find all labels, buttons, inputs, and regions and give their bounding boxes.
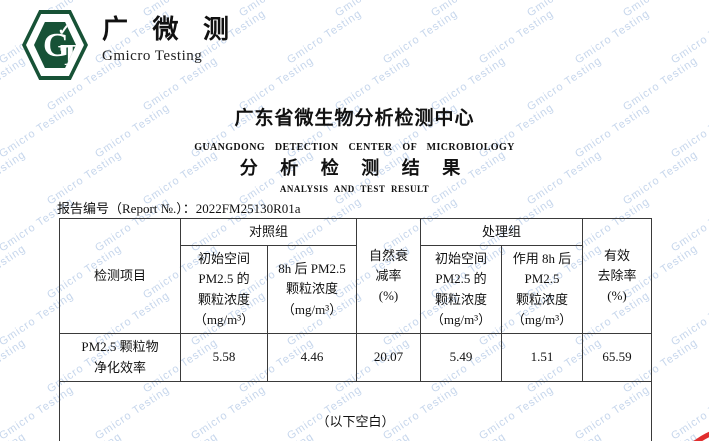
logo-hexagon-core: G T ✓ — [34, 22, 76, 68]
logo-letter-g: G — [43, 27, 70, 64]
logo-name-cn: 广 微 测 — [102, 15, 239, 44]
cell-control-initial: 5.58 — [180, 333, 268, 382]
row-label-line: 净化效率 — [93, 359, 146, 375]
blank-note: （以下空白） — [59, 381, 652, 441]
header-line: （mg/m³） — [281, 301, 343, 317]
header-item-col: 检测项目 — [59, 218, 181, 334]
header-line: （mg/m³） — [430, 311, 492, 327]
header-line: 颗粒浓度 — [515, 291, 568, 307]
header-line: （mg/m³） — [193, 311, 255, 327]
header-removal-rate: 有效 去除率 (%) — [582, 218, 652, 334]
logo-text-block: 广 微 测 Gmicro Testing — [102, 10, 238, 65]
header-line: 减率 — [375, 267, 402, 283]
header-treatment-group: 处理组 — [420, 218, 583, 246]
table-group-header-row: 检测项目 对照组 自然衰 减率 (%) 处理组 有效 去除率 (%) — [59, 218, 652, 334]
table-row: PM2.5 颗粒物 净化效率 5.58 4.46 20.07 5.49 1.51… — [59, 333, 652, 382]
header-line: 作用 8h 后 — [512, 251, 572, 267]
header-line: 颗粒浓度 — [434, 291, 487, 307]
cell-treatment-after-8h: 1.51 — [501, 333, 583, 382]
header-treatment-after-8h: 作用 8h 后 PM2.5 颗粒浓度 （mg/m³） — [501, 245, 583, 334]
center-name-cn: 广东省微生物分析检测中心 — [234, 108, 475, 129]
result-title-en: ANALYSIS AND TEST RESULT — [279, 184, 430, 194]
header-line: （mg/m³） — [511, 311, 573, 327]
header-line: (%) — [378, 288, 399, 304]
header-line: 初始空间 — [434, 251, 487, 267]
header-line: 8h 后 PM2.5 — [278, 261, 346, 277]
header-treatment-initial: 初始空间 PM2.5 的 颗粒浓度 （mg/m³） — [420, 245, 502, 334]
report-number-label: 报告编号（Report №.）： — [57, 201, 196, 216]
header-control-after-8h: 8h 后 PM2.5 颗粒浓度 （mg/m³） — [267, 245, 357, 334]
header-line: (%) — [607, 288, 627, 304]
header-control-group: 对照组 — [180, 218, 357, 246]
result-table: 检测项目 对照组 自然衰 减率 (%) 处理组 有效 去除率 (%) 初始空间 … — [59, 218, 652, 441]
header-natural-decay: 自然衰 减率 (%) — [356, 218, 421, 334]
logo-letter-t: T — [60, 37, 81, 72]
center-name-en: GUANGDONG DETECTION CENTER OF MICROBIOLO… — [194, 142, 515, 153]
header-line: 颗粒浓度 — [285, 281, 338, 297]
logo-check-icon: ✓ — [57, 22, 71, 39]
header-line: 初始空间 — [197, 251, 250, 267]
header-line: 去除率 — [597, 267, 637, 283]
blank-row: （以下空白） — [59, 381, 652, 441]
result-title-cn: 分 析 检 测 结 果 — [239, 158, 470, 178]
header-line: PM2.5 — [524, 271, 560, 287]
header-line: 颗粒浓度 — [197, 291, 250, 307]
lab-logo: G T ✓ 广 微 测 Gmicro Testing — [22, 10, 238, 80]
logo-name-en: Gmicro Testing — [102, 47, 203, 64]
header-control-initial: 初始空间 PM2.5 的 颗粒浓度 （mg/m³） — [180, 245, 268, 334]
row-label-line: PM2.5 颗粒物 — [81, 339, 159, 355]
cell-control-after-8h: 4.46 — [267, 333, 357, 382]
cell-natural-decay: 20.07 — [356, 333, 421, 382]
header-line: 自然衰 — [368, 247, 408, 263]
logo-hexagon-ring: G T ✓ — [26, 14, 84, 76]
header-line: 有效 — [603, 247, 630, 263]
cell-removal-rate: 65.59 — [582, 333, 652, 382]
logo-hexagon-icon: G T ✓ — [22, 10, 88, 80]
report-number-line: 报告编号（Report №.）：2022FM25130R01a — [57, 198, 301, 217]
cell-treatment-initial: 5.49 — [420, 333, 502, 382]
header-line: PM2.5 的 — [198, 271, 250, 287]
table-sub-header-row: 初始空间 PM2.5 的 颗粒浓度 （mg/m³） 8h 后 PM2.5 颗粒浓… — [60, 245, 652, 334]
report-number-value: 2022FM25130R01a — [195, 201, 301, 216]
header-line: PM2.5 的 — [435, 271, 487, 287]
row-item-label: PM2.5 颗粒物 净化效率 — [59, 333, 181, 382]
